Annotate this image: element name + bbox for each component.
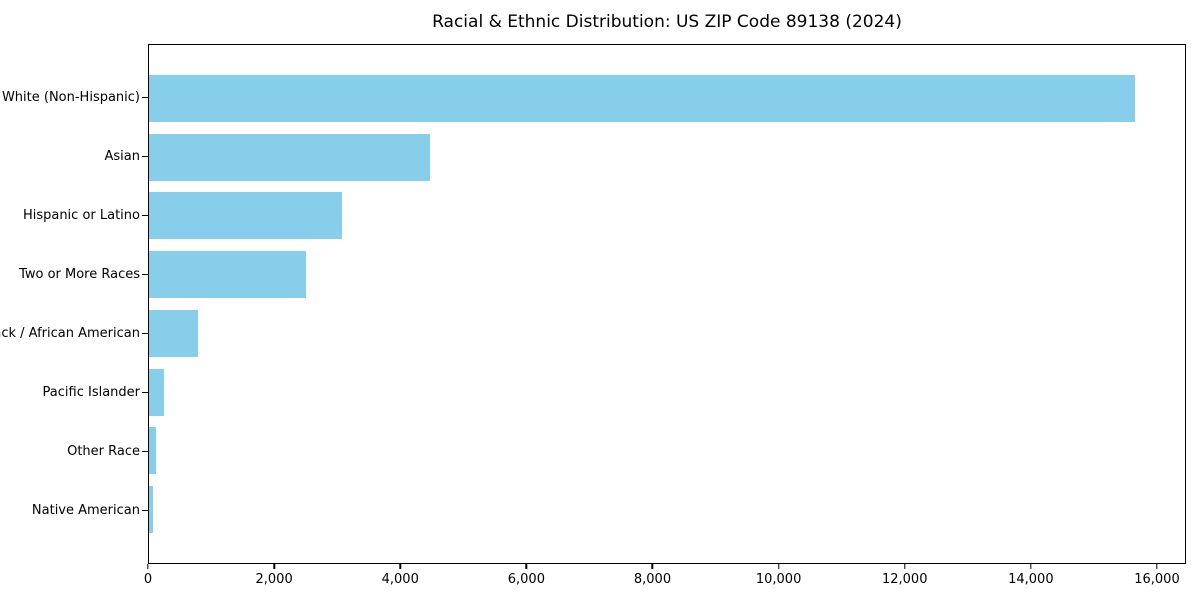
y-tick-label: Other Race — [67, 444, 140, 459]
bar — [149, 486, 153, 534]
x-tick-label: 8,000 — [633, 572, 672, 587]
y-label-row: Asian — [0, 127, 140, 186]
y-tick-label: Hispanic or Latino — [22, 208, 140, 223]
x-axis: 0 2,000 4,000 6,000 8,000 10,000 12,000 14,000 1… — [144, 564, 1186, 598]
plot-area — [148, 44, 1186, 564]
y-axis-labels: White (Non-Hispanic) Asian Hispanic or Lat… — [0, 44, 140, 564]
x-tick-mark — [651, 564, 654, 569]
y-tick-label: Black / African American — [0, 326, 140, 341]
bars-container — [149, 69, 1185, 539]
y-label-row: Pacific Islander — [0, 363, 140, 422]
y-tick-row — [142, 481, 148, 540]
y-label-row: Native American — [0, 481, 140, 540]
bar — [149, 368, 165, 416]
bar-row — [149, 304, 1185, 363]
x-tick-label: 2,000 — [255, 572, 293, 587]
y-tick-mark — [142, 450, 148, 453]
bar — [149, 133, 431, 181]
x-tick-mark — [1156, 564, 1158, 569]
x-tick-label: 0 — [143, 572, 153, 587]
x-tick-label: 4,000 — [381, 572, 419, 587]
y-tick-row — [142, 422, 148, 481]
bar-row — [149, 187, 1185, 246]
y-tick-mark — [142, 214, 148, 217]
chart-title: Racial & Ethnic Distribution: US ZIP Cod… — [432, 12, 902, 32]
x-tick-mark — [525, 564, 528, 569]
y-tick-label: White (Non-Hispanic) — [1, 90, 140, 105]
x-tick-label: 6,000 — [507, 572, 545, 587]
bar — [149, 192, 342, 240]
x-tick-mark — [777, 564, 780, 569]
bar — [149, 251, 307, 299]
y-tick-mark — [142, 332, 148, 335]
y-tick-mark — [142, 509, 148, 512]
y-axis-tick-marks — [142, 44, 148, 564]
x-tick-mark — [147, 564, 149, 569]
x-tick-label: 12,000 — [881, 572, 928, 587]
y-label-row: White (Non-Hispanic) — [0, 68, 140, 127]
x-tick-label: 14,000 — [1008, 572, 1054, 587]
y-tick-mark — [142, 273, 148, 276]
x-tick-mark — [904, 564, 906, 569]
y-tick-label: Two or More Races — [19, 267, 140, 282]
y-tick-row — [142, 127, 148, 186]
y-tick-label: Asian — [104, 149, 140, 164]
bar-row — [149, 422, 1185, 481]
y-tick-row — [142, 363, 148, 422]
x-tick-mark — [399, 564, 401, 569]
x-tick-label: 10,000 — [755, 572, 802, 587]
bar-row — [149, 245, 1185, 304]
y-label-row: Other Race — [0, 422, 140, 481]
bar-row — [149, 128, 1185, 187]
y-label-row: Two or More Races — [0, 245, 140, 304]
y-tick-row — [142, 304, 148, 363]
y-tick-mark — [142, 96, 148, 99]
x-tick-label: 16,000 — [1134, 572, 1180, 587]
y-tick-row — [142, 245, 148, 304]
x-tick-mark — [1030, 564, 1032, 569]
y-label-row: Black / African American — [0, 304, 140, 363]
bar — [149, 74, 1136, 122]
bar — [149, 427, 156, 475]
bar-row — [149, 480, 1185, 539]
bar-row — [149, 363, 1185, 422]
y-tick-label: Pacific Islander — [42, 385, 140, 400]
y-tick-row — [142, 186, 148, 245]
y-tick-mark — [142, 391, 148, 394]
y-tick-row — [142, 68, 148, 127]
bar — [149, 309, 199, 357]
bar-row — [149, 69, 1185, 128]
x-tick-mark — [273, 564, 275, 569]
y-tick-label: Native American — [31, 503, 140, 518]
y-tick-mark — [142, 155, 148, 158]
y-label-row: Hispanic or Latino — [0, 186, 140, 245]
